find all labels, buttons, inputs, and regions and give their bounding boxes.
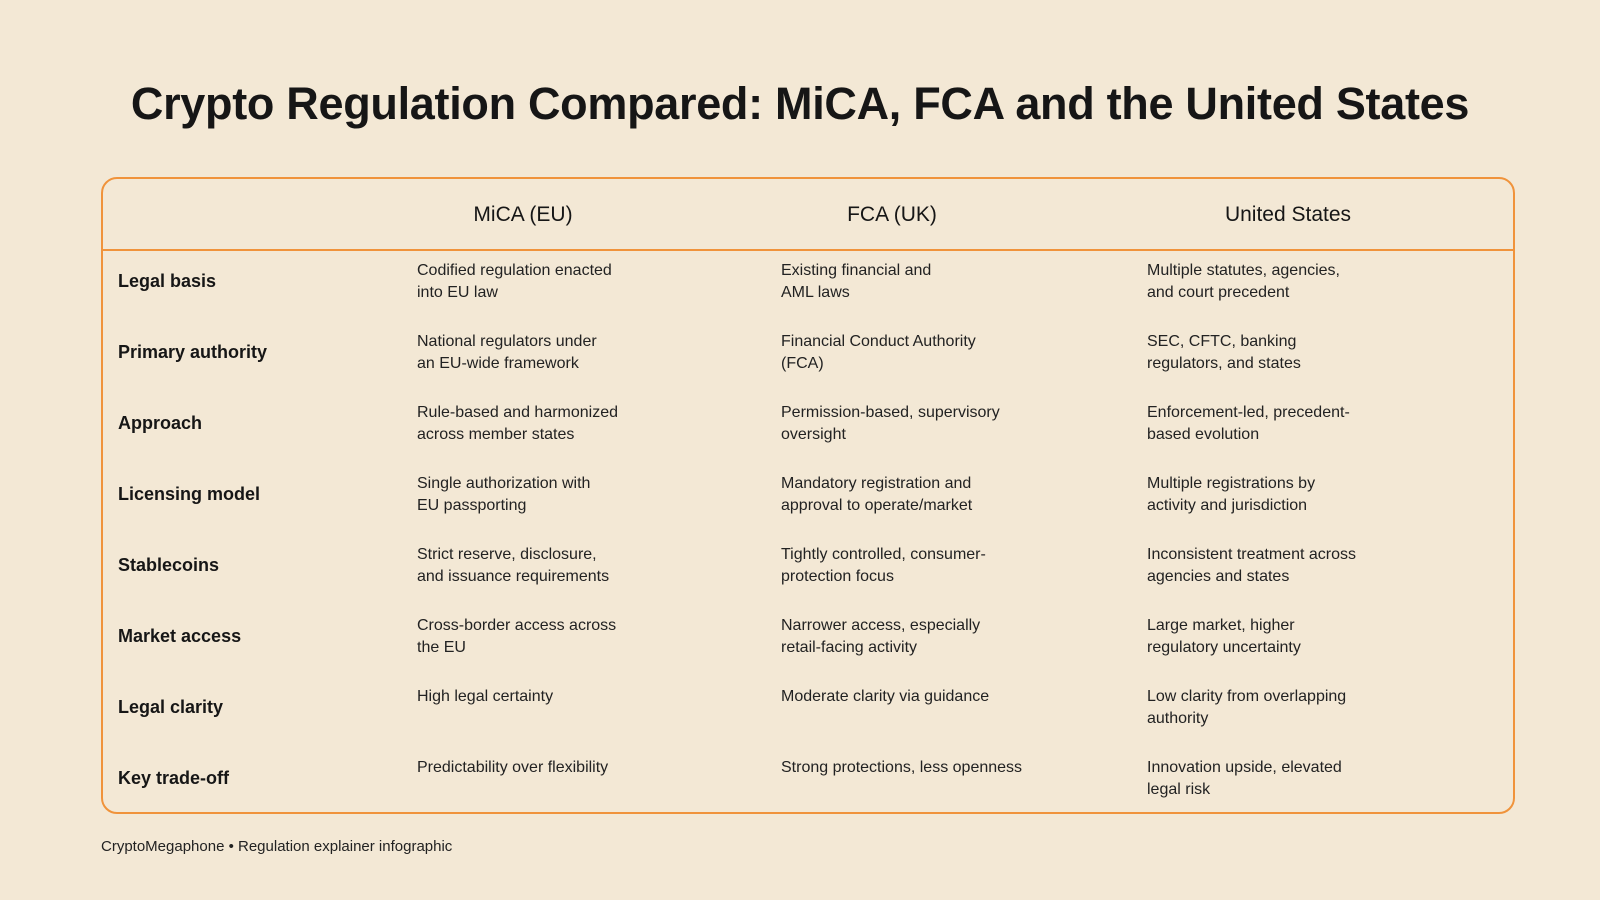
footer-credit: CryptoMegaphone • Regulation explainer i… (101, 838, 453, 855)
cell-mica: Cross-border access across the EU (417, 617, 617, 656)
cell-mica: Single authorization with EU passporting (417, 475, 591, 514)
cell-fca: Strong protections, less openness (781, 759, 1023, 776)
table-row: Licensing model Single authorization with… (103, 464, 1513, 535)
cell-fca: Moderate clarity via guidance (781, 688, 990, 705)
row-label: Licensing model (118, 484, 261, 504)
cell-us: Multiple statutes, agencies, and court p… (1147, 262, 1340, 301)
cell-mica: National regulators under an EU-wide fra… (417, 333, 597, 372)
cell-us: Innovation upside, elevated legal risk (1147, 759, 1342, 798)
row-label: Legal clarity (118, 697, 224, 717)
table-header: MiCA (EU) FCA (UK) United States (103, 179, 1513, 251)
cell-fca: Permission-based, supervisory oversight (781, 404, 1000, 443)
column-header-us: United States (1224, 203, 1352, 226)
comparison-table: MiCA (EU) FCA (UK) United States Legal b… (101, 177, 1515, 814)
table-row: Legal basis Codified regulation enacted i… (103, 251, 1513, 322)
cell-mica: Codified regulation enacted into EU law (417, 262, 612, 301)
row-label: Key trade-off (118, 768, 230, 788)
table-row: Legal clarity High legal certainty Moderat… (103, 677, 1513, 748)
column-header-mica: MiCA (EU) (473, 203, 573, 226)
cell-us: SEC, CFTC, banking regulators, and state… (1147, 333, 1301, 372)
table-row: Approach Rule-based and harmonized across… (103, 393, 1513, 464)
row-label: Legal basis (118, 271, 217, 291)
table-row: Market access Cross-border access across … (103, 606, 1513, 677)
cell-fca: Existing financial and AML laws (781, 262, 932, 301)
cell-mica: Rule-based and harmonized across member … (417, 404, 619, 443)
cell-fca: Narrower access, especially retail-facin… (781, 617, 981, 656)
cell-fca: Mandatory registration and approval to o… (781, 475, 973, 514)
table-row: Stablecoins Strict reserve, disclosure, a… (103, 535, 1513, 606)
cell-fca: Tightly controlled, consumer- protection… (781, 546, 986, 585)
row-label: Approach (118, 413, 203, 433)
page-title: Crypto Regulation Compared: MiCA, FCA an… (130, 78, 1470, 129)
cell-fca: Financial Conduct Authority (FCA) (781, 333, 976, 372)
row-label: Primary authority (118, 342, 268, 362)
column-header-fca: FCA (UK) (847, 203, 937, 226)
table-row: Primary authority National regulators und… (103, 322, 1513, 393)
cell-us: Inconsistent treatment across agencies a… (1147, 546, 1356, 585)
row-label: Stablecoins (118, 555, 220, 575)
cell-us: Multiple registrations by activity and j… (1147, 475, 1316, 514)
cell-mica: Predictability over flexibility (417, 759, 609, 776)
cell-us: Enforcement-led, precedent- based evolut… (1147, 404, 1350, 443)
cell-mica: Strict reserve, disclosure, and issuance… (417, 546, 610, 585)
cell-us: Low clarity from overlapping authority (1147, 688, 1347, 727)
cell-mica: High legal certainty (417, 688, 554, 705)
cell-us: Large market, higher regulatory uncertai… (1147, 617, 1301, 656)
table-row: Key trade-off Predictability over flexibi… (103, 748, 1513, 819)
row-label: Market access (118, 626, 242, 646)
